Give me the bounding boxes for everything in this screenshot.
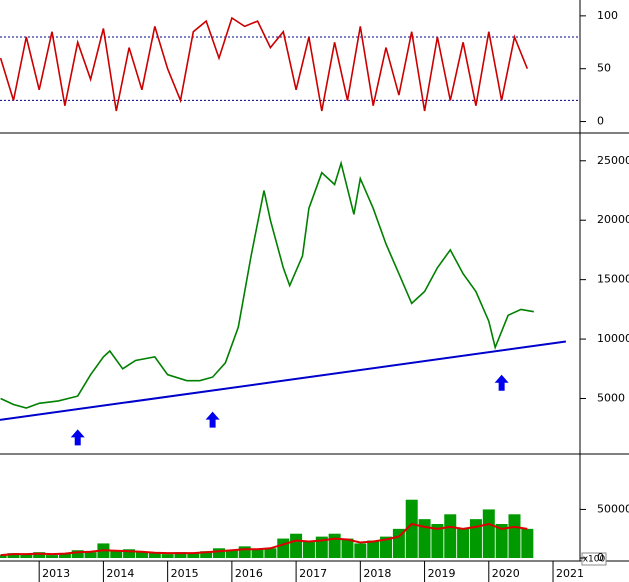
- arrow-marker: [205, 411, 220, 428]
- volume-bar: [315, 536, 328, 558]
- volume-bar: [20, 554, 33, 558]
- volume-bar: [135, 552, 148, 558]
- y-tick-label: 0: [597, 551, 604, 564]
- x-tick-label: 2015: [171, 567, 199, 580]
- volume-bar: [495, 524, 508, 558]
- x-tick-label: 2018: [363, 567, 391, 580]
- y-tick-label: 20000: [597, 213, 629, 226]
- unit-box: [581, 552, 607, 566]
- series-line: [0, 160, 534, 409]
- volume-bar: [148, 553, 161, 558]
- volume-bar: [7, 553, 20, 558]
- volume-bar: [405, 499, 418, 558]
- volume-bar: [482, 509, 495, 558]
- y-tick-label: 25000: [597, 154, 629, 167]
- volume-bar: [225, 550, 238, 558]
- volume-bar: [200, 551, 213, 558]
- volume-bar: [290, 533, 303, 558]
- volume-bar: [187, 553, 200, 558]
- volume-bar: [213, 548, 226, 558]
- y-tick-label: 10000: [597, 332, 629, 345]
- volume-bar: [0, 555, 7, 558]
- volume-bar: [521, 528, 534, 558]
- volume-bar: [161, 554, 174, 558]
- volume-bar: [110, 551, 123, 558]
- volume-bar: [264, 548, 277, 558]
- volume-bar: [251, 549, 264, 558]
- y-tick-label: 0: [597, 115, 604, 128]
- volume-bar: [238, 546, 251, 558]
- arrow-marker: [494, 374, 509, 391]
- x-tick-label: 2016: [235, 567, 263, 580]
- volume-bar: [277, 538, 290, 558]
- volume-bar: [354, 543, 367, 558]
- volume-bar: [431, 524, 444, 558]
- y-tick-label: 100: [597, 9, 618, 22]
- volume-bar: [367, 540, 380, 558]
- y-tick-label: 15000: [597, 273, 629, 286]
- unit-label: x100: [583, 555, 606, 565]
- volume-bar: [46, 555, 59, 558]
- arrow-marker: [70, 429, 85, 446]
- y-tick-label: 5000: [597, 392, 625, 405]
- volume-bar: [380, 536, 393, 558]
- volume-bar: [174, 552, 187, 558]
- y-tick-label: 50000: [597, 502, 629, 515]
- volume-bar: [392, 528, 405, 558]
- volume-bar: [58, 553, 71, 558]
- volume-bar: [508, 514, 521, 558]
- x-tick-label: 2020: [492, 567, 520, 580]
- volume-bar: [418, 519, 431, 558]
- volume-bar: [457, 528, 470, 558]
- volume-bar: [341, 538, 354, 558]
- volume-bar: [444, 514, 457, 558]
- x-tick-label: 2019: [428, 567, 456, 580]
- volume-bar: [123, 549, 136, 558]
- trendline: [0, 340, 567, 421]
- volume-bar: [328, 533, 341, 558]
- average-line: [0, 522, 528, 557]
- volume-bar: [84, 552, 97, 558]
- y-tick-label: 50: [597, 62, 611, 75]
- volume-bar: [469, 519, 482, 558]
- series-line: [0, 16, 529, 112]
- volume-bar: [71, 550, 84, 558]
- volume-bar: [33, 552, 46, 558]
- x-tick-label: 2013: [42, 567, 70, 580]
- x-tick-label: 2017: [299, 567, 327, 580]
- x-tick-label: 2021: [556, 567, 584, 580]
- x-tick-label: 2014: [106, 567, 134, 580]
- volume-bar: [302, 540, 315, 558]
